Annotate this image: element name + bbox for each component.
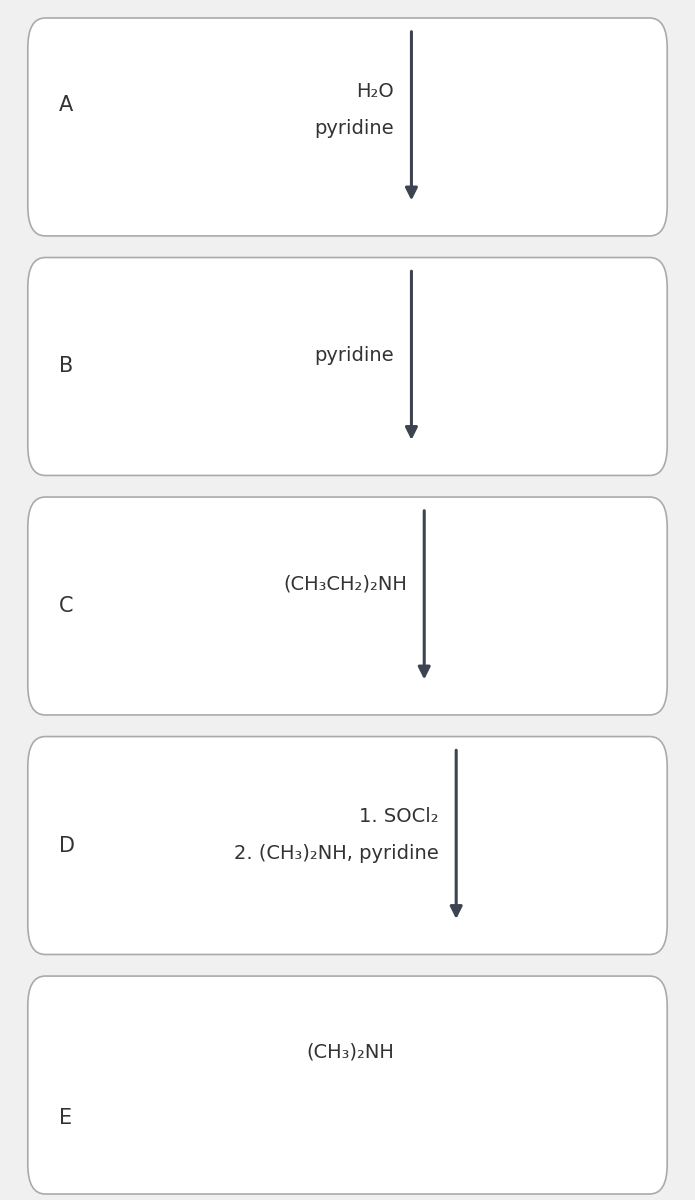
- Text: B: B: [59, 356, 74, 377]
- Text: 2. (CH₃)₂NH, pyridine: 2. (CH₃)₂NH, pyridine: [234, 844, 439, 863]
- Text: D: D: [59, 835, 75, 856]
- FancyBboxPatch shape: [28, 18, 667, 236]
- Text: 1. SOCl₂: 1. SOCl₂: [359, 806, 439, 826]
- Text: E: E: [59, 1108, 72, 1128]
- Text: C: C: [59, 596, 74, 616]
- Text: (CH₃)₂NH: (CH₃)₂NH: [306, 1043, 394, 1062]
- Text: A: A: [59, 95, 74, 115]
- FancyBboxPatch shape: [28, 497, 667, 715]
- FancyBboxPatch shape: [28, 258, 667, 475]
- FancyBboxPatch shape: [28, 976, 667, 1194]
- Text: (CH₃CH₂)₂NH: (CH₃CH₂)₂NH: [283, 575, 407, 594]
- Text: pyridine: pyridine: [314, 346, 394, 365]
- FancyBboxPatch shape: [28, 737, 667, 954]
- Text: H₂O: H₂O: [357, 82, 394, 101]
- Text: pyridine: pyridine: [314, 119, 394, 138]
